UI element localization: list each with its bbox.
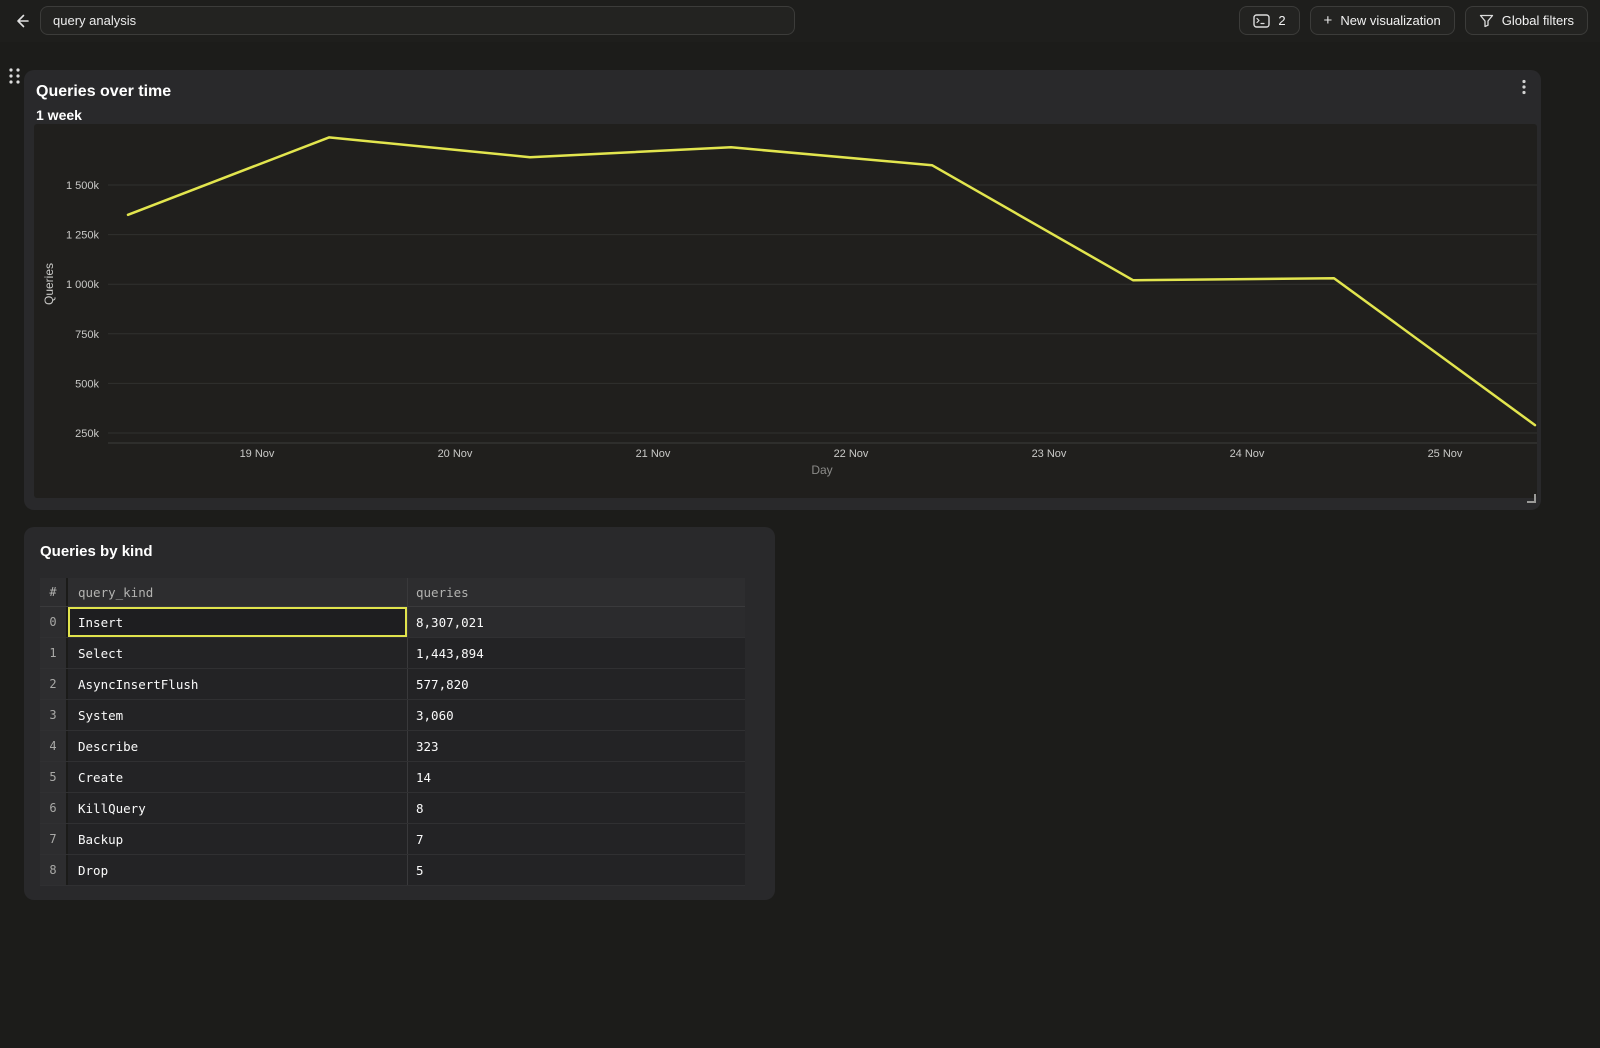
queries-value-cell[interactable]: 8 — [407, 793, 745, 823]
query-tabs-button[interactable]: 2 — [1239, 6, 1300, 35]
row-index-cell: 0 — [40, 607, 68, 637]
global-filters-button[interactable]: Global filters — [1464, 6, 1588, 35]
x-tick-label: 20 Nov — [438, 448, 473, 460]
chart-subtitle: 1 week — [36, 107, 82, 123]
y-tick-label: 250k — [75, 428, 99, 440]
query-kind-cell[interactable]: Insert — [68, 607, 407, 637]
topbar-actions: 2 + New visualization Global filters — [1239, 6, 1588, 35]
chart-title: Queries over time — [36, 83, 172, 100]
chart-menu-button[interactable] — [1513, 76, 1535, 98]
row-index-cell: 5 — [40, 762, 68, 792]
funnel-icon — [1479, 14, 1493, 27]
row-index-cell: 4 — [40, 731, 68, 761]
column-header-index[interactable]: # — [40, 578, 68, 606]
x-tick-label: 19 Nov — [240, 448, 275, 460]
x-tick-label: 21 Nov — [636, 448, 671, 460]
query-kind-cell[interactable]: AsyncInsertFlush — [78, 676, 199, 692]
query-kind-cell[interactable]: Select — [78, 645, 124, 661]
query-kind-cell[interactable]: KillQuery — [78, 800, 146, 816]
queries-value-cell[interactable]: 323 — [407, 731, 745, 761]
row-index-cell: 8 — [40, 855, 68, 885]
dashboard-title-input[interactable] — [40, 6, 795, 35]
table-row: 6 KillQuery 8 — [40, 793, 745, 824]
table-row: 5 Create 14 — [40, 762, 745, 793]
queries-series-line — [126, 136, 1537, 427]
table-row: 7 Backup 7 — [40, 824, 745, 855]
queries-value-cell[interactable]: 577,820 — [407, 669, 745, 699]
y-tick-label: 500k — [75, 378, 99, 390]
x-axis-title: Day — [811, 463, 832, 477]
queries-value-cell[interactable]: 3,060 — [407, 700, 745, 730]
queries-value-cell[interactable]: 5 — [407, 855, 745, 885]
row-index-cell: 2 — [40, 669, 68, 699]
queries-value-cell[interactable]: 8,307,021 — [407, 607, 745, 637]
table-row: 4 Describe 323 — [40, 731, 745, 762]
top-bar: 2 + New visualization Global filters — [0, 0, 1600, 42]
query-tabs-count: 2 — [1278, 13, 1286, 28]
queries-value-cell[interactable]: 1,443,894 — [407, 638, 745, 668]
x-tick-label: 25 Nov — [1428, 448, 1463, 460]
row-index-cell: 6 — [40, 793, 68, 823]
column-header-queries[interactable]: queries — [407, 578, 745, 606]
table-row: 1 Select 1,443,894 — [40, 638, 745, 669]
query-kind-cell[interactable]: System — [78, 707, 124, 723]
query-kind-cell[interactable]: Backup — [78, 831, 124, 847]
queries-over-time-card: Queries over time 1 week 250k 500k 750k 1 0… — [24, 70, 1541, 510]
row-index-cell: 3 — [40, 700, 68, 730]
table-row: 3 System 3,060 — [40, 700, 745, 731]
plus-icon: + — [1323, 12, 1333, 29]
x-tick-label: 23 Nov — [1032, 448, 1067, 460]
new-visualization-button[interactable]: + New visualization — [1309, 6, 1455, 35]
new-visualization-label: New visualization — [1340, 13, 1441, 28]
queries-value-cell[interactable]: 7 — [407, 824, 745, 854]
arrow-left-icon — [17, 14, 29, 28]
six-dot-grid-icon — [9, 68, 20, 84]
query-kind-cell[interactable]: Describe — [78, 738, 139, 754]
kebab-vertical-icon — [1522, 79, 1526, 95]
row-index-cell: 7 — [40, 824, 68, 854]
column-header-query-kind[interactable]: query_kind — [78, 584, 154, 600]
table-title: Queries by kind — [40, 543, 153, 560]
row-index-cell: 1 — [40, 638, 68, 668]
queries-by-kind-card: Queries by kind # query_kind queries 0 Inser… — [24, 527, 775, 900]
line-chart-plot: 250k 500k 750k 1 000k 1 250k 1 500k 19 Nov 20 N… — [34, 124, 1537, 498]
query-kind-cell[interactable]: Drop — [78, 862, 109, 878]
y-tick-label: 750k — [75, 329, 99, 341]
table-row: 2 AsyncInsertFlush 577,820 — [40, 669, 745, 700]
chart-svg: 250k 500k 750k 1 000k 1 250k 1 500k 19 Nov 20 N… — [42, 136, 1537, 477]
queries-value-cell[interactable]: 14 — [407, 762, 745, 792]
y-tick-label: 1 500k — [66, 180, 100, 192]
back-button[interactable] — [10, 9, 34, 33]
query-kind-cell[interactable]: Create — [78, 769, 124, 785]
table-row: 8 Drop 5 — [40, 855, 745, 886]
table-header-row: # query_kind queries — [40, 578, 745, 607]
console-window-icon — [1253, 13, 1271, 28]
y-axis-title: Queries — [42, 263, 56, 305]
queries-by-kind-table: # query_kind queries 0 Insert 8,307,021 1 Selec… — [40, 578, 745, 886]
card-resize-handle[interactable] — [1527, 494, 1536, 503]
x-tick-label: 24 Nov — [1230, 448, 1265, 460]
x-tick-label: 22 Nov — [834, 448, 869, 460]
card-drag-handle[interactable] — [7, 66, 23, 86]
y-tick-label: 1 250k — [66, 230, 100, 242]
global-filters-label: Global filters — [1501, 13, 1574, 28]
table-row: 0 Insert 8,307,021 — [40, 607, 745, 638]
y-tick-label: 1 000k — [66, 279, 100, 291]
